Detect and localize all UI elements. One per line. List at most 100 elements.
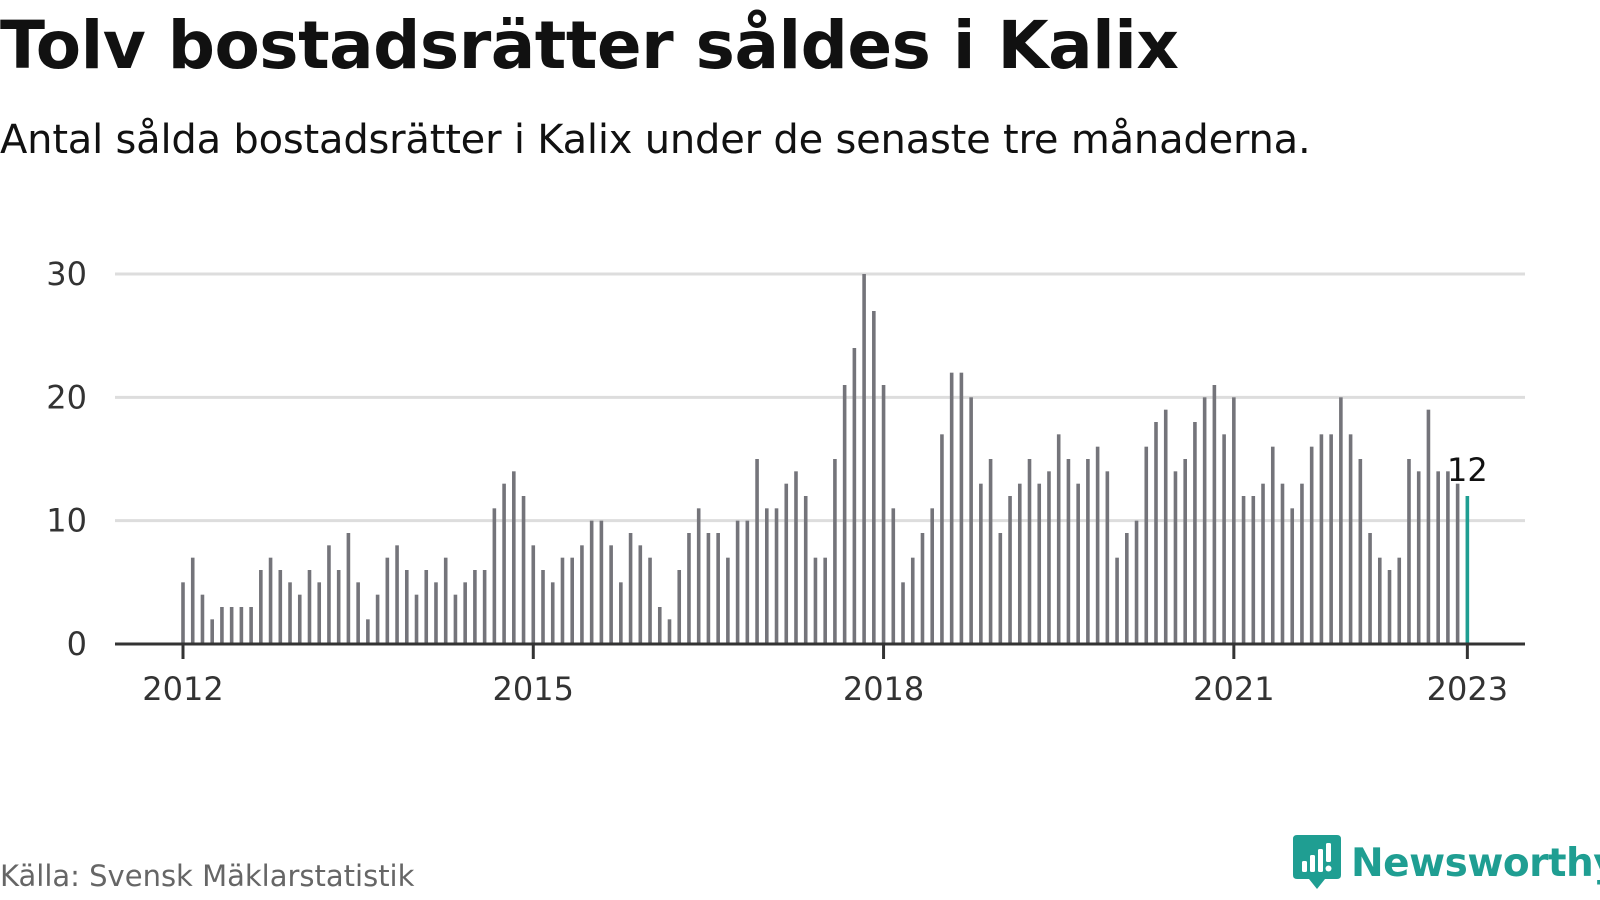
bar	[346, 533, 351, 644]
bar	[726, 557, 730, 644]
bar	[1387, 570, 1392, 644]
bar	[492, 508, 497, 644]
bar	[239, 607, 244, 644]
bar	[1193, 422, 1197, 644]
bar	[1339, 397, 1343, 644]
brand-name: Newsworthy	[1351, 840, 1600, 886]
bar	[1134, 520, 1139, 644]
bar	[784, 483, 789, 644]
bar	[589, 520, 594, 644]
bar	[1037, 483, 1042, 644]
bar	[794, 471, 798, 644]
bar	[813, 557, 818, 644]
bar	[414, 594, 419, 644]
y-tick-label: 20	[46, 378, 87, 416]
bar	[570, 557, 574, 644]
bar	[502, 483, 506, 644]
bar	[1446, 471, 1450, 644]
bar	[229, 607, 234, 644]
bar	[1290, 508, 1295, 644]
bar	[1416, 471, 1421, 644]
bar	[1436, 471, 1440, 644]
bar	[268, 557, 273, 644]
bar	[200, 594, 205, 644]
source-note: Källa: Svensk Mäklarstatistik	[0, 859, 415, 893]
bar	[1377, 557, 1382, 644]
bar	[988, 459, 993, 644]
bar	[696, 508, 701, 644]
bar	[930, 508, 935, 644]
bar	[550, 582, 555, 644]
bar	[823, 557, 827, 644]
bar	[716, 533, 720, 644]
bar	[1017, 483, 1022, 644]
bar	[1368, 533, 1372, 644]
gridlines	[115, 272, 1525, 523]
bar	[541, 570, 545, 644]
bar	[1125, 533, 1129, 644]
bar	[881, 385, 886, 644]
bar	[1241, 496, 1246, 644]
bar	[872, 311, 876, 644]
bar	[1056, 434, 1061, 644]
bar	[1163, 409, 1168, 644]
bar	[842, 385, 847, 644]
bar	[1319, 434, 1324, 644]
bar	[385, 557, 390, 644]
bar	[1095, 446, 1100, 644]
bar	[512, 471, 516, 644]
bar	[609, 545, 613, 644]
bar	[443, 557, 448, 644]
bar	[482, 570, 487, 644]
bar	[1212, 385, 1217, 644]
bar	[210, 619, 214, 644]
bar	[531, 545, 536, 644]
x-tick-label: 2018	[843, 670, 924, 708]
bar	[1270, 446, 1275, 644]
bar	[453, 594, 458, 644]
bar	[1066, 459, 1071, 644]
bar	[375, 594, 380, 644]
bar	[404, 570, 409, 644]
bar	[1426, 409, 1431, 644]
bar	[1358, 459, 1363, 644]
bar	[336, 570, 341, 644]
bar	[765, 508, 769, 644]
bar	[901, 582, 905, 644]
bar	[862, 274, 866, 644]
bar	[599, 520, 604, 644]
bar	[1027, 459, 1032, 644]
bar	[638, 545, 643, 644]
bar	[1329, 434, 1333, 644]
bar	[434, 582, 438, 644]
y-tick-label: 30	[46, 255, 87, 293]
x-tick-label: 2023	[1427, 670, 1508, 708]
bar	[278, 570, 283, 644]
axes	[115, 642, 1525, 659]
bar	[366, 619, 370, 644]
bar	[297, 594, 302, 644]
bar	[667, 619, 672, 644]
bar	[833, 459, 837, 644]
brand-logo[interactable]: Newsworthy	[1293, 835, 1600, 889]
bar	[1280, 483, 1285, 644]
x-tick-label: 2015	[493, 670, 574, 708]
bar	[1261, 483, 1265, 644]
bar	[891, 508, 896, 644]
bar	[969, 397, 973, 644]
bar	[852, 348, 857, 644]
bar	[220, 607, 224, 644]
bar	[1008, 496, 1012, 644]
bar	[190, 557, 195, 644]
bar	[1086, 459, 1090, 644]
bar	[1105, 471, 1110, 644]
chart-subtitle: Antal sålda bostadsrätter i Kalix under …	[0, 117, 1311, 163]
bar	[657, 607, 662, 644]
bar	[1144, 446, 1149, 644]
bar	[1232, 397, 1236, 644]
bar	[560, 557, 565, 644]
bar	[949, 372, 954, 644]
bar	[317, 582, 322, 644]
bar	[774, 508, 779, 644]
